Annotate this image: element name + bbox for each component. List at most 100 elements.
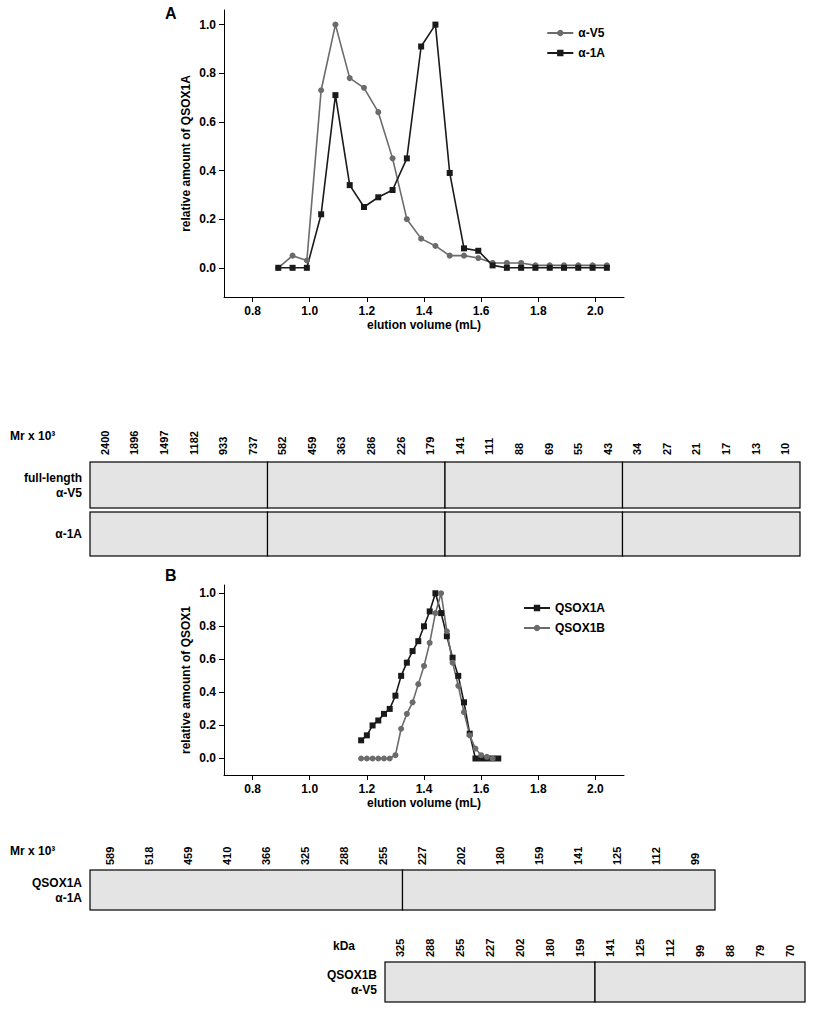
svg-text:1.0: 1.0 [199, 18, 216, 32]
svg-text:202: 202 [455, 847, 467, 865]
svg-text:1.0: 1.0 [301, 782, 318, 796]
svg-text:2.0: 2.0 [587, 304, 604, 318]
svg-text:A: A [165, 5, 177, 22]
svg-text:933: 933 [217, 437, 229, 455]
svg-text:2400: 2400 [99, 431, 111, 455]
svg-text:737: 737 [247, 437, 259, 455]
svg-text:1.8: 1.8 [530, 304, 547, 318]
svg-text:112: 112 [650, 847, 662, 865]
svg-text:0.4: 0.4 [199, 164, 216, 178]
svg-text:α-1A: α-1A [578, 46, 605, 60]
svg-text:17: 17 [720, 443, 732, 455]
svg-text:0.0: 0.0 [199, 261, 216, 275]
svg-text:141: 141 [454, 437, 466, 455]
svg-text:325: 325 [394, 939, 406, 957]
svg-text:79: 79 [754, 945, 766, 957]
svg-text:459: 459 [306, 437, 318, 455]
svg-text:1497: 1497 [158, 431, 170, 455]
svg-text:relative amount of QSOX1: relative amount of QSOX1 [179, 606, 193, 754]
svg-text:111: 111 [483, 438, 495, 455]
svg-text:1.2: 1.2 [359, 304, 376, 318]
svg-text:1.6: 1.6 [473, 782, 490, 796]
svg-text:255: 255 [454, 939, 466, 957]
svg-text:589: 589 [104, 847, 116, 865]
svg-text:88: 88 [513, 443, 525, 455]
svg-text:kDa: kDa [333, 939, 355, 953]
svg-text:141: 141 [604, 939, 616, 957]
svg-text:elution volume (mL): elution volume (mL) [367, 318, 481, 332]
svg-text:1182: 1182 [188, 431, 200, 455]
svg-text:179: 179 [424, 437, 436, 455]
svg-text:99: 99 [694, 945, 706, 957]
svg-text:α-V5: α-V5 [56, 486, 82, 500]
svg-text:180: 180 [544, 939, 556, 957]
svg-text:159: 159 [574, 939, 586, 957]
svg-text:0.8: 0.8 [199, 66, 216, 80]
svg-text:α-1A: α-1A [55, 891, 82, 905]
svg-text:2.0: 2.0 [587, 782, 604, 796]
svg-text:227: 227 [416, 847, 428, 865]
svg-text:Mr x 10³: Mr x 10³ [10, 429, 55, 443]
svg-text:363: 363 [335, 437, 347, 455]
svg-text:B: B [165, 567, 177, 584]
svg-text:141: 141 [572, 847, 584, 865]
svg-text:21: 21 [690, 443, 702, 455]
svg-text:459: 459 [182, 847, 194, 865]
svg-text:288: 288 [338, 847, 350, 865]
svg-text:0.2: 0.2 [199, 718, 216, 732]
svg-text:full-length: full-length [24, 471, 82, 485]
svg-text:QSOX1B: QSOX1B [555, 621, 605, 635]
svg-text:0.4: 0.4 [199, 685, 216, 699]
svg-text:α-V5: α-V5 [578, 26, 604, 40]
svg-text:27: 27 [661, 443, 673, 455]
svg-text:α-V5: α-V5 [351, 983, 377, 997]
svg-text:1.6: 1.6 [473, 304, 490, 318]
svg-text:0.8: 0.8 [244, 782, 261, 796]
svg-text:1.2: 1.2 [359, 782, 376, 796]
svg-text:0.6: 0.6 [199, 652, 216, 666]
svg-text:226: 226 [395, 437, 407, 455]
svg-text:582: 582 [276, 437, 288, 455]
svg-text:410: 410 [221, 847, 233, 865]
svg-text:Mr x 10³: Mr x 10³ [10, 844, 55, 858]
svg-text:elution volume (mL): elution volume (mL) [367, 796, 481, 810]
svg-text:43: 43 [602, 443, 614, 455]
svg-text:288: 288 [424, 939, 436, 957]
svg-text:88: 88 [724, 945, 736, 957]
svg-text:0.8: 0.8 [199, 619, 216, 633]
svg-text:α-1A: α-1A [55, 527, 82, 541]
svg-text:159: 159 [533, 847, 545, 865]
svg-text:99: 99 [689, 853, 701, 865]
svg-text:relative amount of QSOX1A: relative amount of QSOX1A [179, 75, 193, 232]
svg-text:112: 112 [664, 939, 676, 957]
svg-text:10: 10 [779, 443, 791, 455]
svg-text:0.0: 0.0 [199, 751, 216, 765]
svg-text:0.8: 0.8 [244, 304, 261, 318]
svg-text:QSOX1B: QSOX1B [327, 968, 377, 982]
svg-text:34: 34 [631, 442, 643, 455]
svg-text:180: 180 [494, 847, 506, 865]
svg-text:125: 125 [634, 939, 646, 957]
svg-text:0.6: 0.6 [199, 115, 216, 129]
svg-text:1.0: 1.0 [199, 586, 216, 600]
svg-text:227: 227 [484, 939, 496, 957]
svg-text:69: 69 [543, 443, 555, 455]
svg-text:70: 70 [784, 945, 796, 957]
svg-text:1.4: 1.4 [416, 782, 433, 796]
svg-text:1.4: 1.4 [416, 304, 433, 318]
svg-text:325: 325 [299, 847, 311, 865]
svg-text:125: 125 [611, 847, 623, 865]
svg-text:13: 13 [750, 443, 762, 455]
svg-text:QSOX1A: QSOX1A [32, 876, 82, 890]
svg-text:255: 255 [377, 847, 389, 865]
svg-text:518: 518 [143, 847, 155, 865]
svg-text:1.8: 1.8 [530, 782, 547, 796]
svg-text:202: 202 [514, 939, 526, 957]
svg-text:0.2: 0.2 [199, 212, 216, 226]
svg-text:1896: 1896 [128, 431, 140, 455]
svg-text:286: 286 [365, 437, 377, 455]
svg-text:1.0: 1.0 [301, 304, 318, 318]
svg-text:55: 55 [572, 443, 584, 455]
svg-text:366: 366 [260, 847, 272, 865]
svg-text:QSOX1A: QSOX1A [555, 601, 605, 615]
